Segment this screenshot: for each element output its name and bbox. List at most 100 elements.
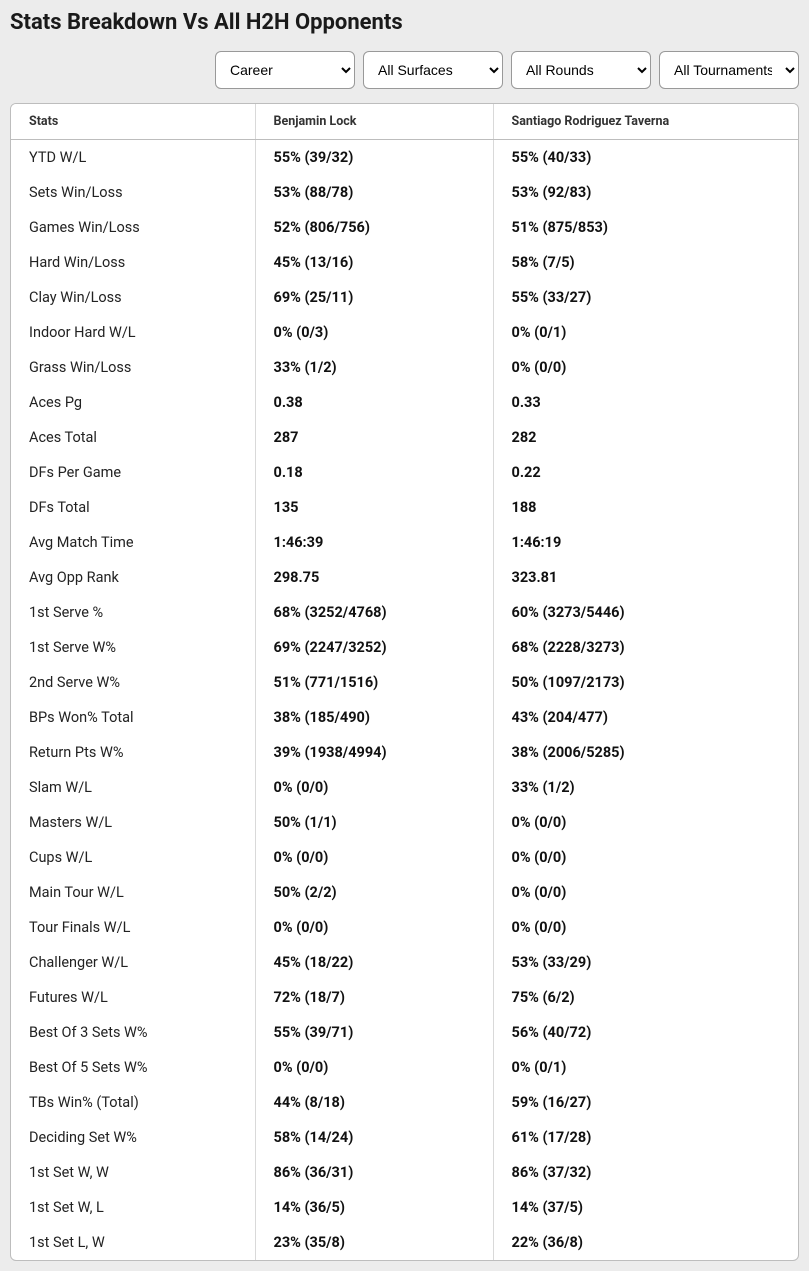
table-row: Grass Win/Loss33% (1/2)0% (0/0) — [11, 350, 798, 385]
table-row: Hard Win/Loss45% (13/16)58% (7/5) — [11, 245, 798, 280]
table-row: 1st Serve W%69% (2247/3252)68% (2228/327… — [11, 630, 798, 665]
stat-label: Futures W/L — [11, 980, 255, 1015]
stat-label: DFs Total — [11, 490, 255, 525]
table-row: TBs Win% (Total)44% (8/18)59% (16/27) — [11, 1085, 798, 1120]
table-row: 1st Set L, W23% (35/8)22% (36/8) — [11, 1225, 798, 1260]
stat-value-player-2: 0.22 — [493, 455, 798, 490]
stat-value-player-1: 298.75 — [255, 560, 493, 595]
table-row: 2nd Serve W%51% (771/1516)50% (1097/2173… — [11, 665, 798, 700]
stat-label: Aces Pg — [11, 385, 255, 420]
stat-value-player-1: 53% (88/78) — [255, 175, 493, 210]
table-row: 1st Serve %68% (3252/4768)60% (3273/5446… — [11, 595, 798, 630]
stat-value-player-1: 38% (185/490) — [255, 700, 493, 735]
stat-label: 1st Set L, W — [11, 1225, 255, 1260]
stat-value-player-2: 59% (16/27) — [493, 1085, 798, 1120]
stats-table-container: Stats Benjamin Lock Santiago Rodriguez T… — [10, 103, 799, 1261]
stat-label: 1st Serve W% — [11, 630, 255, 665]
table-row: Aces Pg0.380.33 — [11, 385, 798, 420]
stat-value-player-2: 50% (1097/2173) — [493, 665, 798, 700]
stat-value-player-1: 0% (0/0) — [255, 1050, 493, 1085]
table-row: Futures W/L72% (18/7)75% (6/2) — [11, 980, 798, 1015]
stat-value-player-1: 39% (1938/4994) — [255, 735, 493, 770]
stat-value-player-1: 69% (25/11) — [255, 280, 493, 315]
filter-round-select[interactable]: All Rounds — [511, 51, 651, 89]
stat-value-player-2: 56% (40/72) — [493, 1015, 798, 1050]
table-row: YTD W/L55% (39/32)55% (40/33) — [11, 140, 798, 176]
stat-value-player-2: 51% (875/853) — [493, 210, 798, 245]
stat-label: Cups W/L — [11, 840, 255, 875]
stat-label: Slam W/L — [11, 770, 255, 805]
stat-label: Grass Win/Loss — [11, 350, 255, 385]
stat-label: Main Tour W/L — [11, 875, 255, 910]
stat-value-player-1: 50% (2/2) — [255, 875, 493, 910]
table-row: Challenger W/L45% (18/22)53% (33/29) — [11, 945, 798, 980]
filter-career-select[interactable]: Career — [215, 51, 355, 89]
table-row: Avg Opp Rank298.75323.81 — [11, 560, 798, 595]
table-row: Best Of 5 Sets W%0% (0/0)0% (0/1) — [11, 1050, 798, 1085]
stat-value-player-1: 0% (0/0) — [255, 840, 493, 875]
stat-value-player-1: 14% (36/5) — [255, 1190, 493, 1225]
stat-label: Games Win/Loss — [11, 210, 255, 245]
stat-value-player-1: 0.18 — [255, 455, 493, 490]
table-row: Best Of 3 Sets W%55% (39/71)56% (40/72) — [11, 1015, 798, 1050]
stat-label: BPs Won% Total — [11, 700, 255, 735]
stat-value-player-1: 0.38 — [255, 385, 493, 420]
stat-value-player-2: 0% (0/0) — [493, 910, 798, 945]
stat-value-player-2: 188 — [493, 490, 798, 525]
filter-tournament-select[interactable]: All Tournaments — [659, 51, 799, 89]
stat-value-player-1: 0% (0/0) — [255, 910, 493, 945]
stat-value-player-1: 0% (0/3) — [255, 315, 493, 350]
table-row: Cups W/L0% (0/0)0% (0/0) — [11, 840, 798, 875]
table-row: BPs Won% Total38% (185/490)43% (204/477) — [11, 700, 798, 735]
table-row: Tour Finals W/L0% (0/0)0% (0/0) — [11, 910, 798, 945]
table-row: DFs Per Game0.180.22 — [11, 455, 798, 490]
table-header-row: Stats Benjamin Lock Santiago Rodriguez T… — [11, 104, 798, 140]
stat-value-player-2: 43% (204/477) — [493, 700, 798, 735]
stat-value-player-1: 58% (14/24) — [255, 1120, 493, 1155]
stat-label: Deciding Set W% — [11, 1120, 255, 1155]
stat-value-player-1: 287 — [255, 420, 493, 455]
stat-value-player-2: 0% (0/0) — [493, 805, 798, 840]
filter-bar: Career All Surfaces All Rounds All Tourn… — [10, 51, 799, 89]
filter-surface-select[interactable]: All Surfaces — [363, 51, 503, 89]
table-row: Avg Match Time1:46:391:46:19 — [11, 525, 798, 560]
stat-value-player-2: 55% (33/27) — [493, 280, 798, 315]
stat-label: TBs Win% (Total) — [11, 1085, 255, 1120]
stat-label: Masters W/L — [11, 805, 255, 840]
stat-value-player-1: 1:46:39 — [255, 525, 493, 560]
stat-value-player-1: 33% (1/2) — [255, 350, 493, 385]
stat-value-player-2: 68% (2228/3273) — [493, 630, 798, 665]
stat-value-player-2: 53% (33/29) — [493, 945, 798, 980]
stat-label: Sets Win/Loss — [11, 175, 255, 210]
table-row: Main Tour W/L50% (2/2)0% (0/0) — [11, 875, 798, 910]
stat-value-player-1: 69% (2247/3252) — [255, 630, 493, 665]
stat-label: Avg Match Time — [11, 525, 255, 560]
stat-value-player-1: 50% (1/1) — [255, 805, 493, 840]
stat-label: Hard Win/Loss — [11, 245, 255, 280]
table-row: 1st Set W, L14% (36/5)14% (37/5) — [11, 1190, 798, 1225]
stat-value-player-2: 0% (0/0) — [493, 350, 798, 385]
table-row: 1st Set W, W86% (36/31)86% (37/32) — [11, 1155, 798, 1190]
stat-value-player-1: 68% (3252/4768) — [255, 595, 493, 630]
stat-label: YTD W/L — [11, 140, 255, 176]
stat-value-player-1: 45% (13/16) — [255, 245, 493, 280]
stat-value-player-2: 38% (2006/5285) — [493, 735, 798, 770]
stat-value-player-2: 0.33 — [493, 385, 798, 420]
stat-label: 2nd Serve W% — [11, 665, 255, 700]
column-header-player-2: Santiago Rodriguez Taverna — [493, 104, 798, 140]
stat-value-player-2: 33% (1/2) — [493, 770, 798, 805]
stat-value-player-1: 44% (8/18) — [255, 1085, 493, 1120]
stat-label: Indoor Hard W/L — [11, 315, 255, 350]
stat-value-player-1: 55% (39/71) — [255, 1015, 493, 1050]
stat-label: Tour Finals W/L — [11, 910, 255, 945]
table-row: Games Win/Loss52% (806/756)51% (875/853) — [11, 210, 798, 245]
stat-value-player-2: 22% (36/8) — [493, 1225, 798, 1260]
stat-value-player-2: 75% (6/2) — [493, 980, 798, 1015]
stat-label: DFs Per Game — [11, 455, 255, 490]
stat-label: Aces Total — [11, 420, 255, 455]
stat-value-player-2: 61% (17/28) — [493, 1120, 798, 1155]
stat-value-player-2: 55% (40/33) — [493, 140, 798, 176]
stat-label: Best Of 5 Sets W% — [11, 1050, 255, 1085]
stats-table: Stats Benjamin Lock Santiago Rodriguez T… — [11, 104, 798, 1260]
stat-value-player-2: 86% (37/32) — [493, 1155, 798, 1190]
